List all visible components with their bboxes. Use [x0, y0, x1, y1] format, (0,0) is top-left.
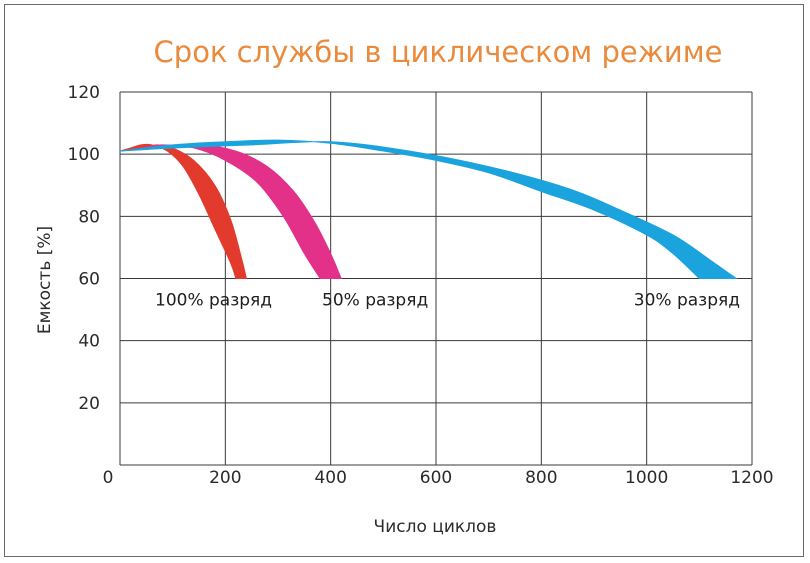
x-tick-label: 600: [420, 468, 452, 488]
x-tick-label: 1000: [625, 468, 668, 488]
chart-title: Срок службы в циклическом режиме: [154, 35, 723, 69]
y-axis-label: Емкость [%]: [35, 226, 55, 334]
x-tick-label: 800: [525, 468, 557, 488]
x-tick-label: 0: [103, 468, 114, 488]
y-tick-label: 60: [78, 270, 100, 290]
x-tick-label: 1200: [730, 468, 773, 488]
series-label-0: 100% разряд: [155, 291, 272, 311]
chart-tick-labels: 0 200 400 600 800 1000 1200 20 40 60 80 100 120: [68, 83, 774, 488]
y-tick-label: 20: [78, 394, 100, 414]
chart-series-labels: 100% разряд 50% разряд 30% разряд: [155, 291, 740, 311]
series-label-2: 30% разряд: [634, 291, 740, 311]
x-tick-label: 200: [209, 468, 241, 488]
chart-series-bands: [119, 139, 738, 279]
x-axis-label: Число циклов: [374, 517, 497, 537]
series-label-1: 50% разряд: [322, 291, 428, 311]
series-band-2: [119, 139, 738, 279]
y-tick-label: 100: [68, 145, 100, 165]
y-tick-label: 40: [78, 332, 100, 352]
y-tick-label: 120: [68, 83, 100, 103]
series-band-0: [119, 143, 248, 279]
x-tick-label: 400: [314, 468, 346, 488]
y-tick-label: 80: [78, 207, 100, 227]
